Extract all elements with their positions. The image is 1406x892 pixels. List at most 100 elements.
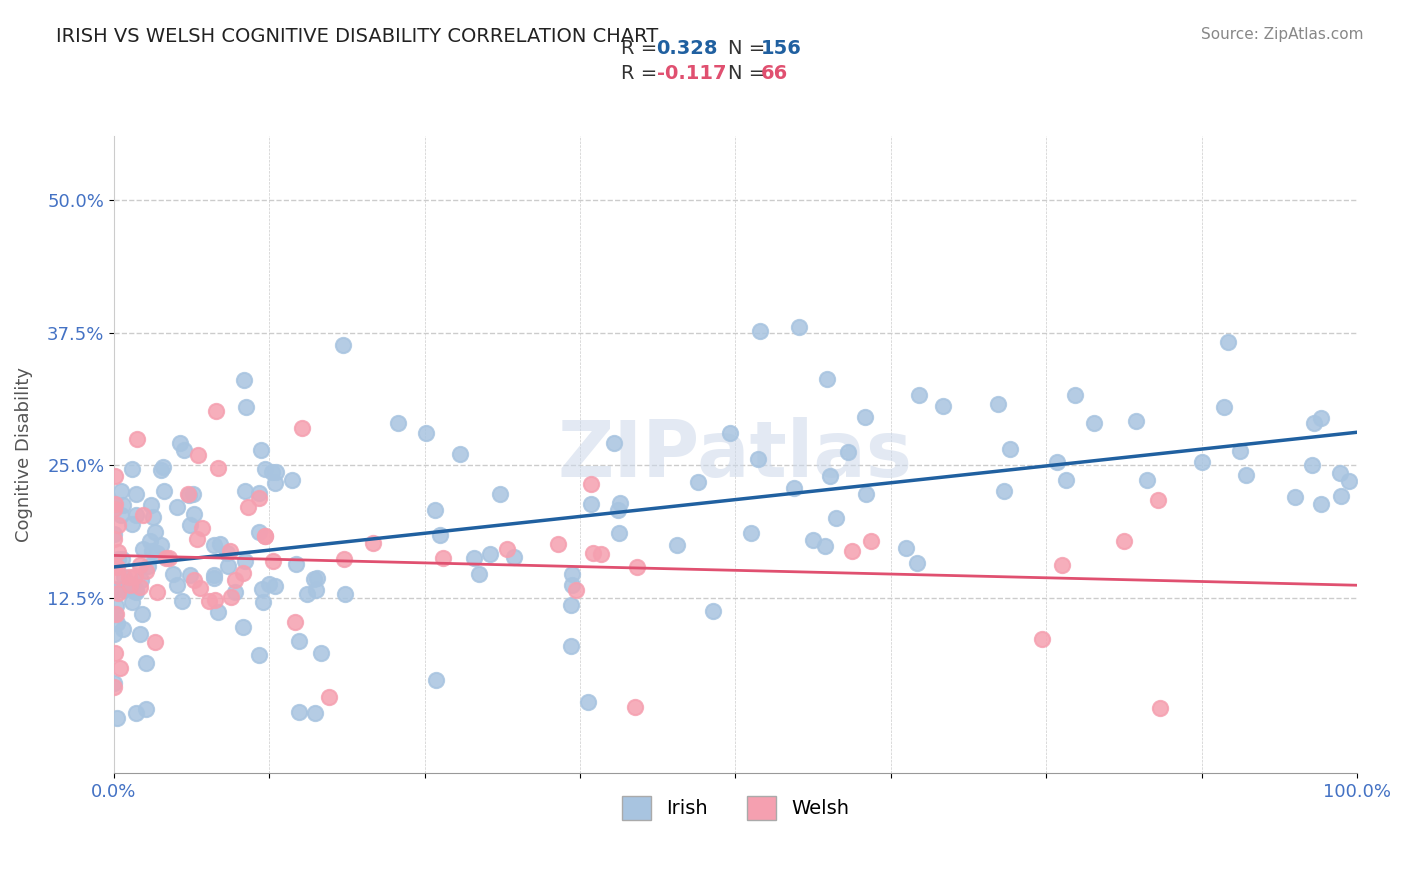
- Point: [112, 582, 135, 597]
- Point: [103, 627, 125, 641]
- Point: [263, 475, 285, 490]
- Point: [489, 486, 512, 500]
- Point: [104, 607, 127, 622]
- Point: [104, 599, 127, 613]
- Point: [1083, 416, 1105, 430]
- Point: [1112, 534, 1135, 549]
- Point: [609, 495, 631, 509]
- Point: [104, 469, 127, 483]
- Point: [129, 574, 152, 588]
- Point: [288, 705, 311, 719]
- Point: [224, 573, 246, 587]
- Point: [1149, 701, 1171, 715]
- Point: [217, 558, 239, 573]
- Point: [202, 538, 225, 552]
- Point: [718, 425, 741, 440]
- Point: [1229, 444, 1251, 458]
- Point: [423, 502, 446, 516]
- Point: [142, 510, 165, 524]
- Point: [589, 547, 612, 561]
- Point: [262, 465, 284, 479]
- Point: [103, 501, 125, 516]
- Point: [103, 532, 125, 546]
- Point: [149, 538, 172, 552]
- Point: [333, 587, 356, 601]
- Point: [318, 690, 340, 705]
- Point: [152, 460, 174, 475]
- Point: [252, 595, 274, 609]
- Point: [1330, 489, 1353, 503]
- Point: [853, 410, 876, 425]
- Point: [1054, 473, 1077, 487]
- Point: [247, 486, 270, 500]
- Text: -0.117: -0.117: [657, 64, 725, 83]
- Point: [125, 584, 148, 599]
- Point: [107, 551, 129, 566]
- Point: [219, 544, 242, 558]
- Point: [1064, 388, 1087, 402]
- Point: [624, 700, 647, 714]
- Point: [107, 569, 129, 583]
- Point: [103, 676, 125, 690]
- Point: [1052, 558, 1074, 573]
- Point: [582, 546, 605, 560]
- Point: [837, 445, 859, 459]
- Point: [824, 510, 846, 524]
- Point: [908, 388, 931, 402]
- Point: [204, 593, 226, 607]
- Point: [135, 656, 157, 670]
- Point: [425, 673, 447, 688]
- Point: [236, 500, 259, 515]
- Text: IRISH VS WELSH COGNITIVE DISABILITY CORRELATION CHART: IRISH VS WELSH COGNITIVE DISABILITY CORR…: [56, 27, 658, 45]
- Point: [257, 577, 280, 591]
- Point: [111, 498, 134, 512]
- Point: [217, 546, 239, 560]
- Point: [249, 491, 271, 505]
- Point: [783, 482, 806, 496]
- Point: [110, 483, 132, 498]
- Point: [108, 582, 131, 596]
- Point: [124, 569, 146, 583]
- Point: [1213, 400, 1236, 414]
- Point: [479, 547, 502, 561]
- Point: [307, 571, 329, 585]
- Point: [818, 469, 841, 483]
- Point: [103, 527, 125, 541]
- Point: [561, 567, 583, 582]
- Point: [547, 537, 569, 551]
- Point: [124, 508, 146, 523]
- Point: [626, 560, 648, 574]
- Point: [1310, 497, 1333, 511]
- Point: [896, 541, 918, 555]
- Point: [1284, 490, 1306, 504]
- Point: [179, 487, 201, 501]
- Point: [387, 416, 409, 430]
- Text: Source: ZipAtlas.com: Source: ZipAtlas.com: [1201, 27, 1364, 42]
- Point: [188, 581, 211, 595]
- Point: [224, 585, 246, 599]
- Text: N =: N =: [728, 64, 772, 83]
- Point: [207, 605, 229, 619]
- Point: [787, 320, 810, 334]
- Point: [110, 508, 132, 523]
- Point: [179, 518, 201, 533]
- Point: [247, 524, 270, 539]
- Point: [266, 465, 288, 479]
- Legend: Irish, Welsh: Irish, Welsh: [614, 789, 858, 828]
- Point: [146, 585, 169, 599]
- Point: [121, 595, 143, 609]
- Point: [740, 526, 762, 541]
- Point: [932, 399, 955, 413]
- Point: [132, 508, 155, 522]
- Point: [162, 566, 184, 581]
- Point: [1309, 411, 1331, 425]
- Point: [107, 518, 129, 533]
- Point: [860, 534, 883, 549]
- Point: [120, 578, 142, 592]
- Point: [139, 533, 162, 548]
- Point: [250, 582, 273, 596]
- Point: [107, 586, 129, 600]
- Point: [284, 557, 307, 571]
- Point: [1191, 455, 1213, 469]
- Point: [560, 598, 582, 612]
